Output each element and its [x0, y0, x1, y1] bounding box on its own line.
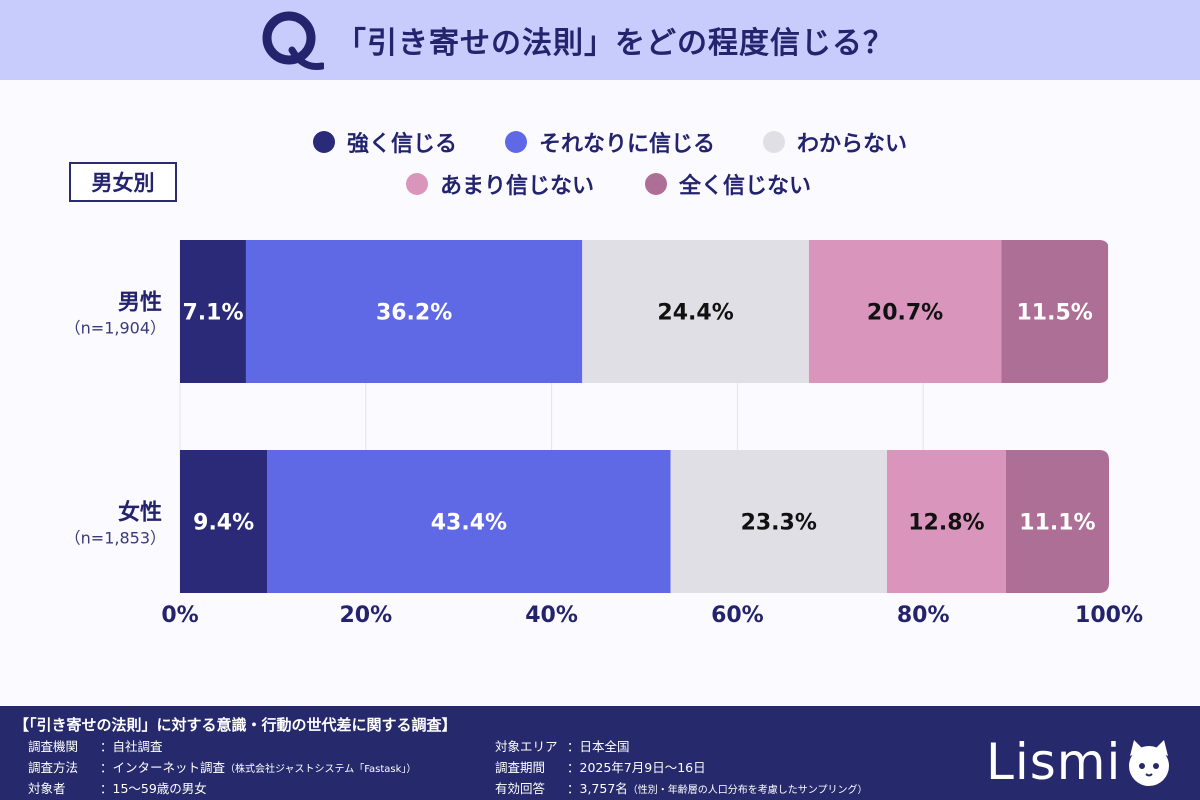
data-label: 9.4%: [193, 511, 254, 536]
survey-info-row: 対象者 ：15〜59歳の男女: [28, 778, 207, 797]
bar-segment: [582, 240, 809, 383]
data-label: 23.3%: [741, 511, 817, 536]
x-tick-label: 0%: [161, 603, 198, 628]
survey-footer: 【「引き寄せの法則」に対する意識・行動の世代差に関する調査】 調査機関 ：自社調査…: [0, 706, 1200, 800]
survey-info-label: 調査機関: [28, 739, 79, 754]
survey-info-label: 対象エリア: [495, 739, 558, 754]
survey-info-label: 対象者: [28, 781, 66, 796]
data-label: 11.5%: [1016, 301, 1092, 326]
bar-segment: [808, 240, 1002, 383]
legend-label: わからない: [797, 132, 908, 157]
survey-info-note: （性別・年齢層の人口分布を考慮したサンプリング）: [627, 785, 868, 796]
survey-info-row: 調査機関 ：自社調査: [28, 736, 163, 755]
legend-item: それなりに信じる: [505, 126, 715, 158]
x-tick-label: 60%: [711, 603, 764, 628]
legend-label: あまり信じない: [440, 174, 595, 199]
legend-item: 全く信じない: [645, 168, 811, 200]
legend-swatch: [406, 173, 428, 195]
legend-item: わからない: [763, 126, 907, 158]
stacked-bar-chart: 7.1% 36.2% 24.4% 20.7% 11.5% 男性 （n=1,904） 9.4% 4…: [65, 240, 1143, 628]
bar-segment: [1005, 450, 1109, 593]
survey-info-row: 調査期間 ：2025年7月9日〜16日: [495, 757, 706, 776]
bar-segment: [267, 450, 671, 593]
category-label: 男性: [118, 291, 162, 316]
data-label: 12.8%: [908, 511, 984, 536]
data-label: 36.2%: [376, 301, 452, 326]
x-tick-label: 80%: [897, 603, 950, 628]
legend-label: それなりに信じる: [539, 132, 716, 157]
lismi-logo: Lismi: [982, 730, 1182, 796]
survey-info-value: ：日本全国: [567, 739, 630, 754]
logo-text: Lismi: [986, 733, 1122, 791]
survey-info-value: ：自社調査: [100, 739, 163, 754]
bar-segment: [670, 450, 887, 593]
bar-segment: [245, 240, 583, 383]
survey-info-value: ：インターネット調査: [100, 760, 226, 775]
group-label: 男女別: [69, 162, 177, 202]
survey-info-value: ：3,757名: [567, 781, 628, 796]
bar-segment: [180, 450, 268, 593]
category-sample-size: （n=1,904）: [65, 319, 166, 338]
header-banner: 「引き寄せの法則」をどの程度信じる？: [0, 0, 1200, 80]
category-sample-size: （n=1,853）: [65, 529, 166, 548]
legend-label: 全く信じない: [679, 174, 812, 199]
survey-info-value: ：15〜59歳の男女: [100, 781, 207, 796]
data-label: 43.4%: [431, 511, 507, 536]
survey-info-label: 調査期間: [495, 760, 546, 775]
legend-item: あまり信じない: [406, 168, 594, 200]
survey-info-value: ：2025年7月9日〜16日: [567, 760, 706, 775]
survey-info-row: 有効回答 ：3,757名（性別・年齢層の人口分布を考慮したサンプリング）: [495, 778, 868, 797]
x-tick-label: 20%: [339, 603, 392, 628]
survey-info-label: 調査方法: [28, 760, 79, 775]
legend-swatch: [645, 173, 667, 195]
bar-segment: [886, 450, 1006, 593]
survey-title: 【「引き寄せの法則」に対する意識・行動の世代差に関する調査】: [14, 716, 457, 734]
legend-swatch: [505, 131, 527, 153]
bar-segment: [180, 240, 246, 383]
question-title: 「引き寄せの法則」をどの程度信じる？: [336, 26, 894, 61]
legend-label: 強く信じる: [347, 132, 458, 157]
legend-item: 強く信じる: [313, 126, 457, 158]
legend-swatch: [763, 131, 785, 153]
x-tick-label: 100%: [1075, 603, 1143, 628]
category-label: 女性: [118, 500, 162, 526]
data-label: 20.7%: [867, 301, 943, 326]
survey-info-row: 対象エリア ：日本全国: [495, 736, 630, 755]
x-tick-label: 40%: [525, 603, 578, 628]
logo-face-icon: [1129, 740, 1169, 786]
data-label: 24.4%: [657, 301, 733, 326]
legend-swatch: [313, 131, 335, 153]
survey-info-row: 調査方法 ：インターネット調査（株式会社ジャストシステム「Fastask」）: [28, 757, 416, 776]
data-label: 11.1%: [1019, 511, 1095, 536]
bar-segment: [1001, 240, 1109, 383]
legend: 強く信じる それなりに信じる わからないあまり信じない 全く信じない: [0, 126, 1200, 212]
q-letter-icon: [262, 11, 324, 70]
survey-info-note: （株式会社ジャストシステム「Fastask」）: [225, 764, 417, 775]
data-label: 7.1%: [182, 301, 243, 326]
survey-info-label: 有効回答: [495, 781, 546, 796]
